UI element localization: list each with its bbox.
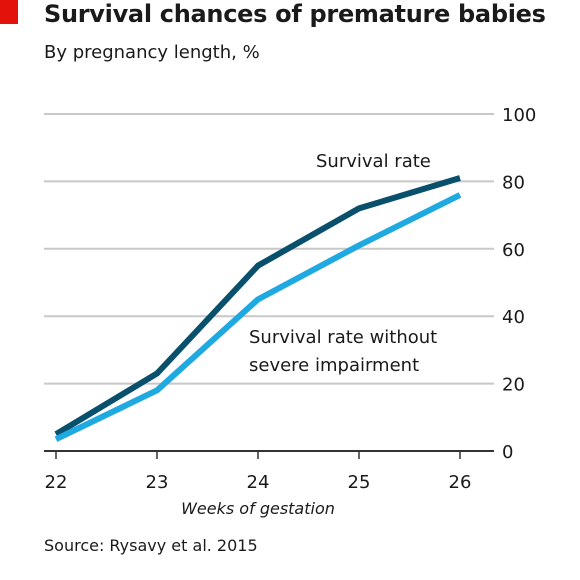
series-label-survival-without-impairment-line-1: Survival rate without	[249, 327, 437, 348]
x-tick-label: 24	[247, 472, 270, 493]
series-line-survival-rate	[54, 175, 461, 437]
chart-subtitle: By pregnancy length, %	[44, 42, 260, 63]
series-label-survival-rate: Survival rate	[316, 151, 431, 172]
x-tick-label: 25	[348, 472, 371, 493]
brand-tag	[0, 0, 18, 24]
series-line-survival-without-impairment	[54, 192, 462, 442]
x-tick-label: 22	[45, 472, 68, 493]
x-axis-title: Weeks of gestation	[181, 499, 335, 518]
y-tick-label: 100	[502, 105, 536, 126]
y-tick-label: 20	[502, 375, 525, 396]
x-tick-label: 26	[449, 472, 472, 493]
series-label-survival-without-impairment-line-2: severe impairment	[249, 355, 419, 376]
x-tick-label: 23	[146, 472, 169, 493]
y-tick-label: 60	[502, 240, 525, 261]
y-tick-label: 40	[502, 307, 525, 328]
chart-title: Survival chances of premature babies	[44, 0, 546, 28]
y-tick-label: 0	[502, 442, 513, 463]
y-tick-label: 80	[502, 172, 525, 193]
source-note: Source: Rysavy et al. 2015	[44, 536, 258, 555]
